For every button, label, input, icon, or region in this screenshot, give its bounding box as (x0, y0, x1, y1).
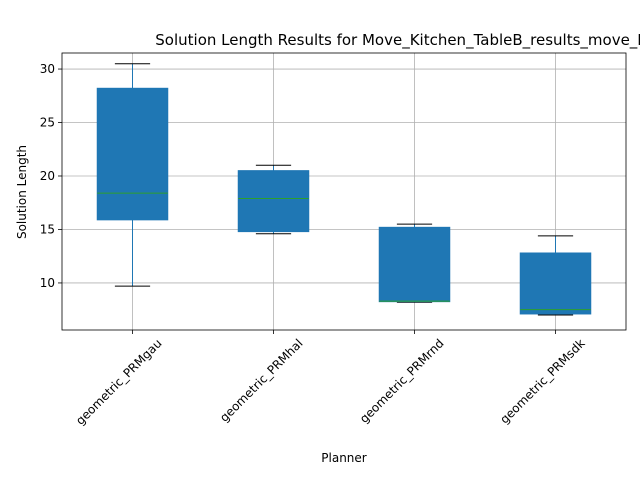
iqr-box (378, 226, 451, 303)
box-layer (96, 63, 592, 316)
box-geometric_PRMrnd (378, 223, 451, 303)
y-tick-label: 15 (40, 222, 55, 236)
y-axis-label: Solution Length (15, 145, 29, 239)
y-tick-label: 25 (40, 116, 55, 130)
iqr-box (519, 252, 592, 315)
y-tick-label: 10 (40, 276, 55, 290)
x-tick-label: geometric_PRMhal (217, 336, 306, 425)
box-geometric_PRMgau (96, 63, 169, 287)
x-tick-label: geometric_PRMgau (73, 336, 165, 428)
iqr-box (96, 87, 169, 221)
box-geometric_PRMhal (237, 164, 310, 235)
x-axis-label: Planner (321, 451, 367, 465)
x-tick-label: geometric_PRMsdk (497, 336, 587, 426)
box-geometric_PRMsdk (519, 235, 592, 316)
iqr-box (237, 170, 310, 233)
y-tick-label: 20 (40, 169, 55, 183)
chart-title: Solution Length Results for Move_Kitchen… (155, 31, 640, 50)
x-tick-label: geometric_PRMrnd (357, 336, 447, 426)
plot-frame (61, 52, 627, 331)
y-tick-label: 30 (40, 62, 55, 76)
